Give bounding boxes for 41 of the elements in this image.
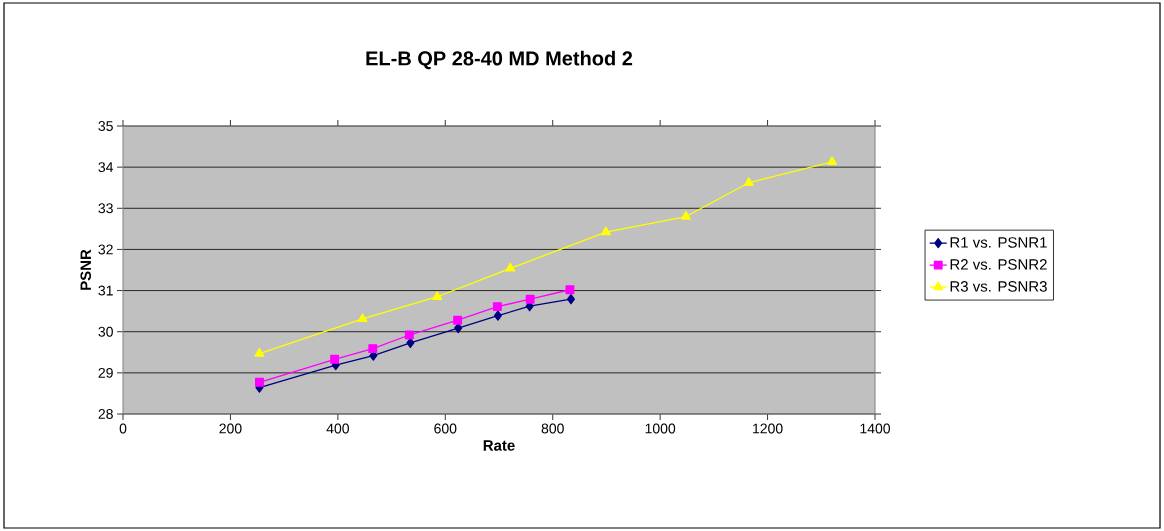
point xyxy=(600,226,611,236)
y-tick-label: 29 xyxy=(98,367,113,378)
y-axis-title: PSNR xyxy=(80,249,92,290)
x-tick-label: 1000 xyxy=(645,423,676,434)
point xyxy=(254,347,265,357)
point xyxy=(827,156,838,165)
point xyxy=(357,313,368,323)
point xyxy=(492,302,502,312)
y-tick-label: 32 xyxy=(98,244,113,255)
point xyxy=(565,285,575,295)
x-tick-label: 600 xyxy=(434,423,457,434)
y-tick-label: 35 xyxy=(98,121,113,131)
point xyxy=(566,294,576,305)
x-tick-label: 200 xyxy=(219,423,242,434)
point xyxy=(406,337,415,348)
x-tick-label: 400 xyxy=(326,423,349,434)
x-tick-label: 1200 xyxy=(753,423,783,434)
point xyxy=(525,294,535,304)
point xyxy=(404,330,414,340)
x-tick-label: 800 xyxy=(541,423,564,434)
legend-label: R2 vs. PSNR2 xyxy=(950,259,1047,270)
point xyxy=(453,315,463,325)
x-axis-title: Rate xyxy=(483,440,515,451)
point xyxy=(432,291,443,300)
y-tick-label: 34 xyxy=(98,162,114,173)
x-tick-label: 1400 xyxy=(860,423,891,434)
point xyxy=(368,344,378,354)
y-tick-label: 30 xyxy=(98,326,113,337)
y-tick-label: 31 xyxy=(98,285,113,296)
point xyxy=(505,262,516,272)
point xyxy=(743,177,754,186)
point xyxy=(330,354,340,364)
y-tick-label: 33 xyxy=(98,203,113,214)
point xyxy=(254,377,264,387)
legend-label: R1 vs. PSNR1 xyxy=(950,237,1047,248)
x-tick-label: 0 xyxy=(119,423,127,434)
legend-label: R3 vs. PSNR3 xyxy=(950,281,1047,292)
chart-title: EL-B QP 28-40 MD Method 2 xyxy=(366,50,633,70)
y-tick-label: 28 xyxy=(98,409,113,419)
point xyxy=(680,210,691,220)
point xyxy=(493,310,502,321)
